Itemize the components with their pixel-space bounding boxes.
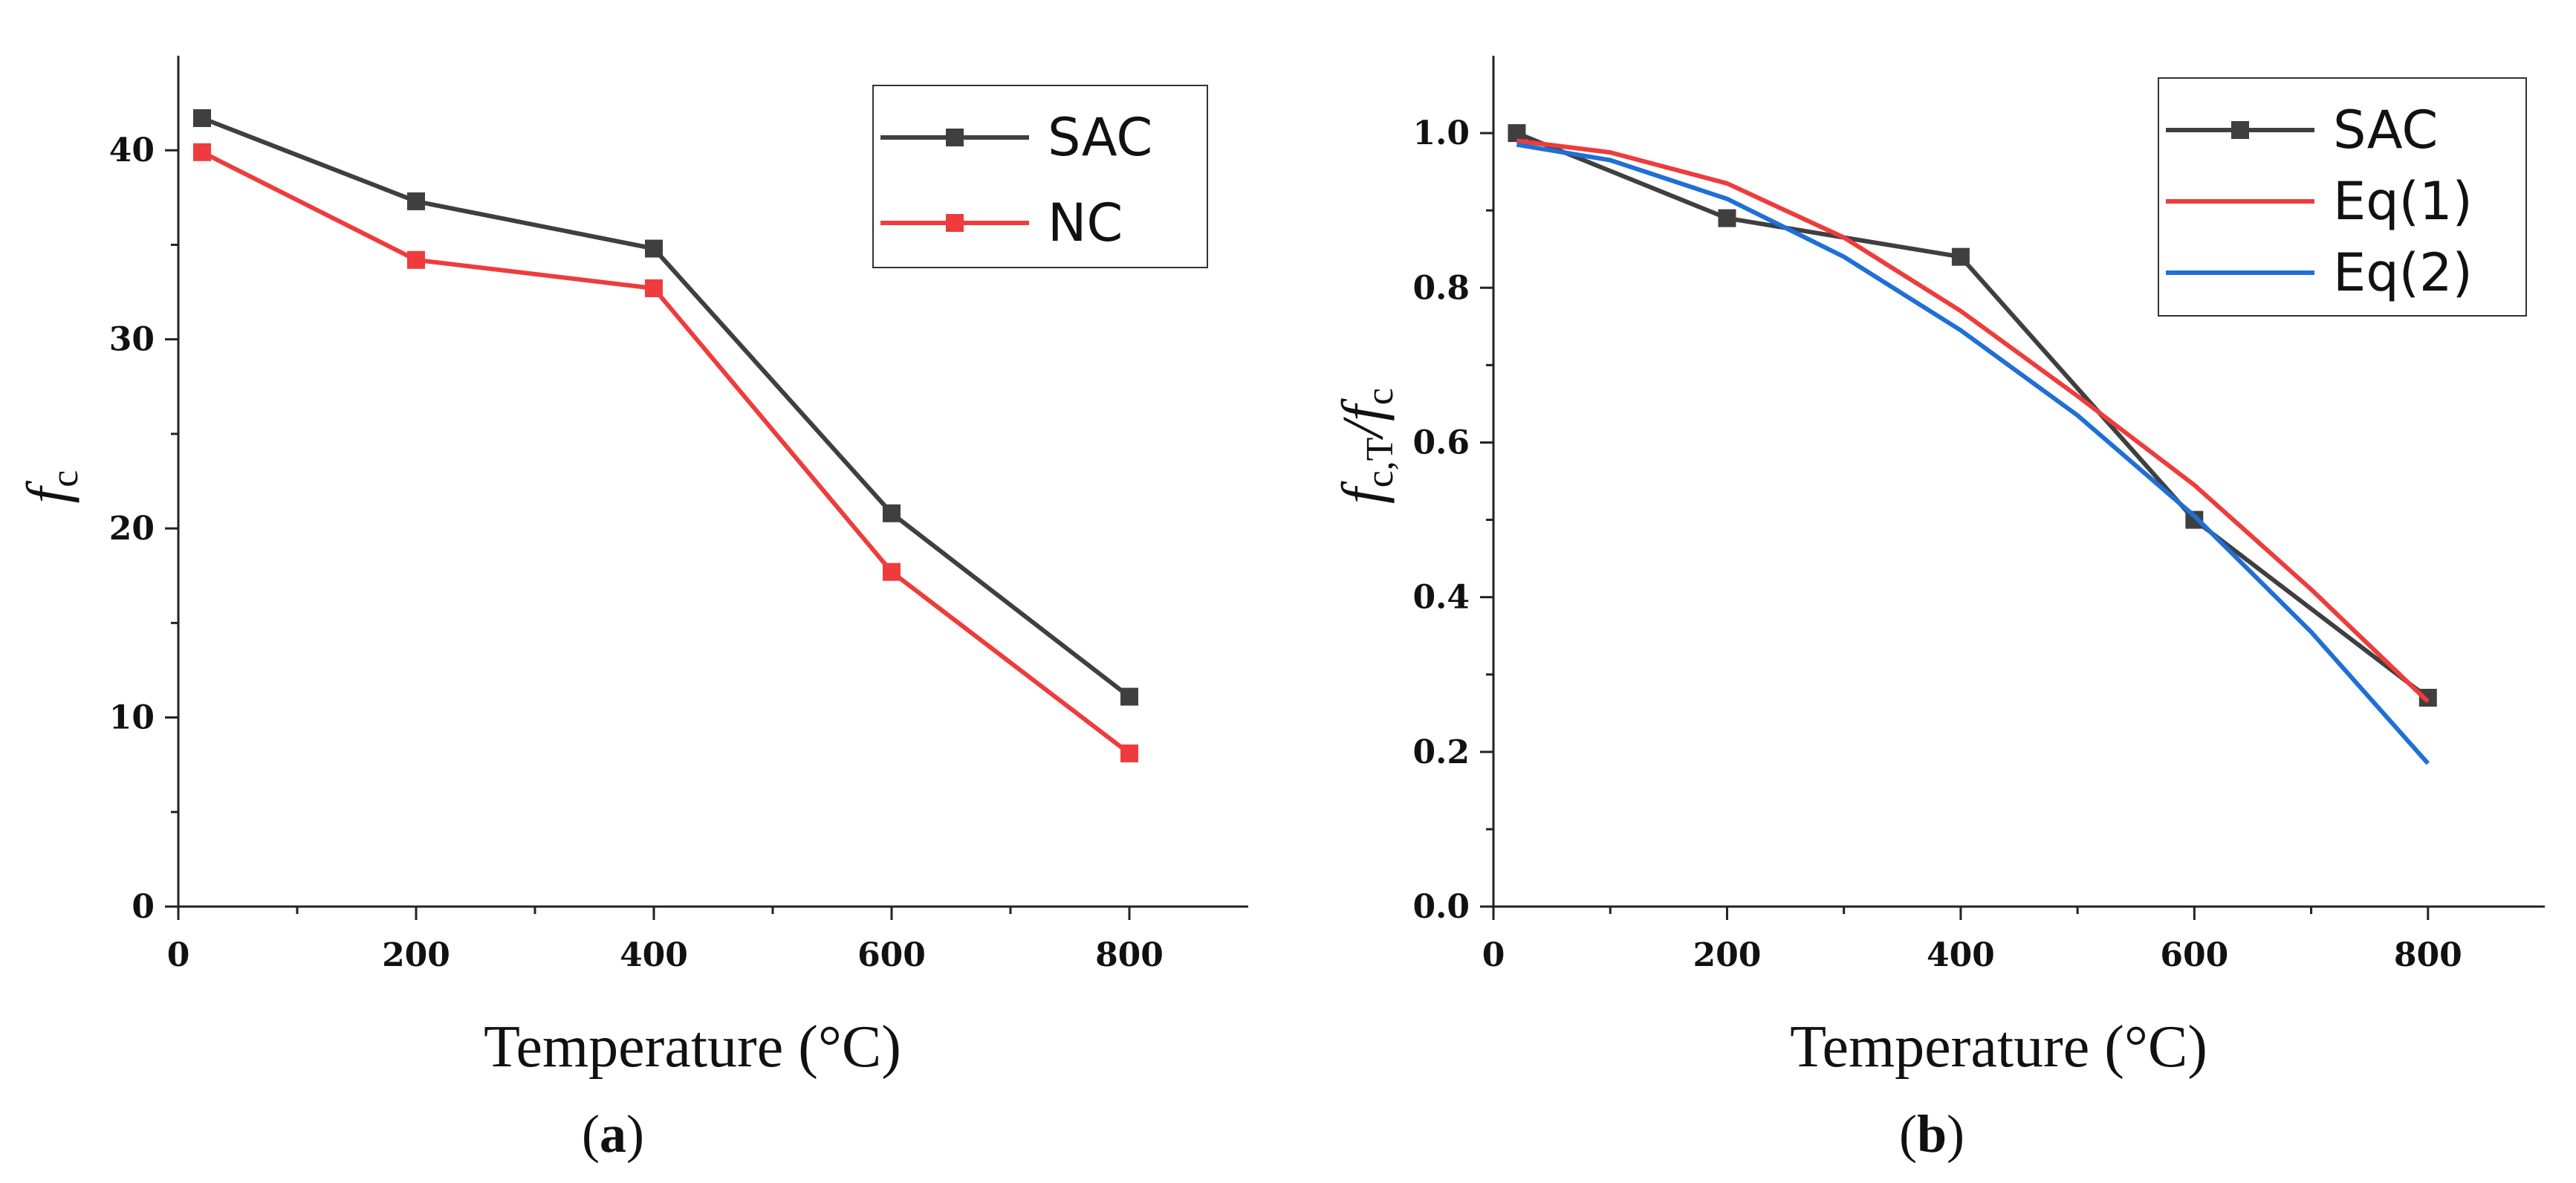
chart-b-x-tick-label: 0 <box>1482 936 1505 974</box>
chart-b-data-point-sac <box>1951 247 1970 266</box>
chart-b-data-point-sac <box>1718 209 1736 227</box>
chart-a-data-point-sac <box>645 239 663 258</box>
chart-b-legend <box>2158 77 2527 317</box>
chart-b-x-tick-label: 800 <box>2394 936 2462 974</box>
chart-a-legend-marker <box>946 129 964 146</box>
chart-b-legend-label: SAC <box>2333 100 2438 161</box>
chart-b-y-tick-label: 0.8 <box>1412 269 1470 307</box>
chart-a-data-point-sac <box>407 192 425 210</box>
chart-b-data-point-sac <box>1508 124 1526 143</box>
chart-a-plot: 0 200 400 600 800 0 10 20 30 40 SAC NC <box>109 56 1248 974</box>
chart-a-data-point-sac <box>883 504 901 522</box>
chart-b-panel-label: (b) <box>1899 1104 1965 1164</box>
chart-a: 0 200 400 600 800 0 10 20 30 40 SAC NC fc Temperatu… <box>15 56 1248 1164</box>
chart-a-x-tick-label: 800 <box>1095 936 1164 974</box>
chart-a-y-tick-label: 30 <box>109 321 155 359</box>
chart-a-data-point-nc <box>645 279 663 297</box>
chart-a-panel-label: (a) <box>582 1104 644 1164</box>
chart-b-legend-marker <box>2231 121 2249 139</box>
chart-b-legend-label: Eq(2) <box>2333 242 2473 303</box>
chart-a-y-axis-label: fc <box>15 470 86 504</box>
chart-a-x-tick-label: 600 <box>857 936 926 974</box>
chart-a-data-point-sac <box>1120 687 1138 706</box>
chart-b-y-tick-label: 0.2 <box>1412 733 1470 771</box>
chart-a-y-tick-label: 10 <box>109 699 155 737</box>
chart-b-x-axis-label: Temperature (°C) <box>1790 1014 2207 1080</box>
chart-b-plot: 0 200 400 600 800 0.0 0.2 0.4 0.6 0.8 1.0 SAC Eq(1) E… <box>1412 56 2545 974</box>
chart-b-series-line-eq1 <box>1516 138 2430 704</box>
chart-b-y-tick-label: 0.4 <box>1412 579 1470 617</box>
chart-b-x-tick-label: 600 <box>2160 936 2228 974</box>
chart-b-y-tick-label: 1.0 <box>1412 114 1470 152</box>
chart-a-x-tick-label: 0 <box>167 936 190 974</box>
chart-a-data-point-nc <box>883 563 901 581</box>
chart-a-x-tick-label: 200 <box>382 936 450 974</box>
chart-a-legend-label: SAC <box>1048 107 1152 168</box>
chart-a-x-tick-label: 400 <box>620 936 688 974</box>
chart-b-y-tick-label: 0.6 <box>1412 424 1470 461</box>
chart-a-y-tick-label: 40 <box>109 132 155 169</box>
chart-b-legend-label: Eq(1) <box>2333 171 2473 232</box>
chart-b-x-tick-label: 400 <box>1927 936 1995 974</box>
chart-b-series-line-eq2 <box>1516 142 2430 765</box>
chart-a-legend-marker <box>946 214 964 232</box>
chart-b-y-axis-label: fc,T/fc <box>1330 388 1401 504</box>
chart-a-data-point-sac <box>193 108 211 127</box>
chart-a-legend <box>872 85 1208 268</box>
chart-a-legend-label: NC <box>1048 192 1123 253</box>
chart-b: 0 200 400 600 800 0.0 0.2 0.4 0.6 0.8 1.0 SAC Eq(1) E… <box>1330 56 2545 1164</box>
chart-a-y-tick-label: 0 <box>132 888 155 926</box>
chart-a-data-point-nc <box>407 250 425 269</box>
chart-a-x-axis-label: Temperature (°C) <box>484 1014 901 1080</box>
chart-b-x-tick-label: 200 <box>1693 936 1762 974</box>
chart-a-y-tick-label: 20 <box>109 510 155 548</box>
chart-a-data-point-nc <box>1120 744 1138 762</box>
chart-a-data-point-nc <box>193 143 211 161</box>
chart-b-y-tick-label: 0.0 <box>1412 888 1470 926</box>
